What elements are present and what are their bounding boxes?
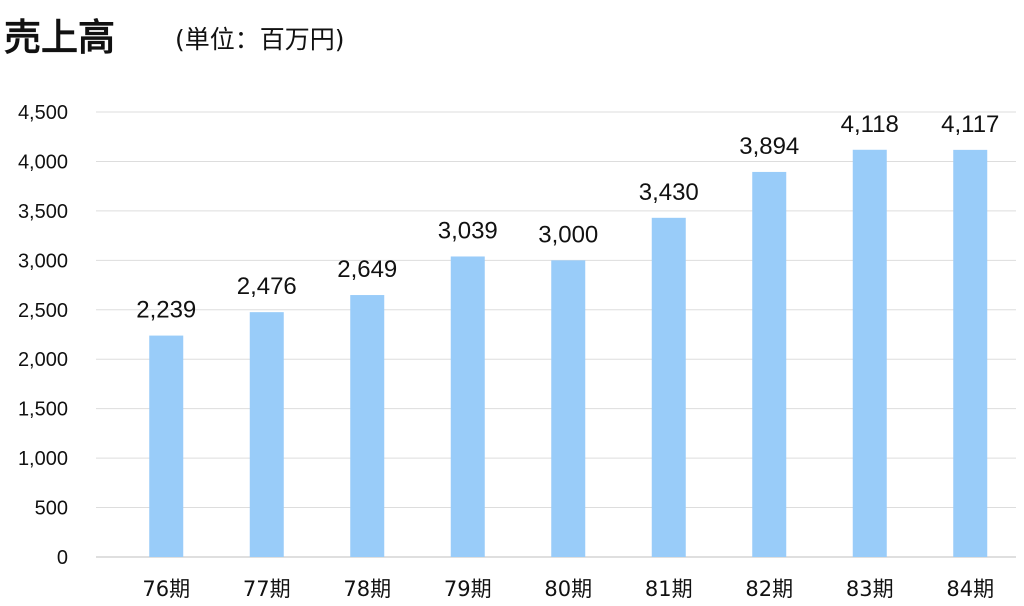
y-tick-label: 1,500: [18, 399, 68, 421]
y-tick-label: 1,000: [18, 448, 68, 470]
y-tick-label: 4,500: [18, 102, 68, 124]
bar: [249, 312, 284, 557]
bars: [149, 149, 988, 558]
y-axis-ticks: 0 500 1,000 1,500 2,000 2,500 3,000 3,500 4,000 4…: [18, 102, 68, 569]
bar: [450, 256, 485, 557]
data-label: 3,430: [639, 179, 699, 206]
y-tick-label: 500: [35, 498, 68, 520]
bar: [350, 295, 385, 557]
data-labels: 2,239 2,476 2,649 3,039 3,000 3,430 3,894 4,118…: [136, 111, 999, 324]
data-label: 2,649: [337, 256, 397, 283]
x-tick-label: 83期: [846, 577, 894, 601]
data-label: 3,000: [538, 221, 598, 248]
chart-unit-label: (単位：百万円): [175, 25, 345, 54]
x-tick-label: 78期: [343, 577, 391, 601]
x-tick-label: 84期: [946, 577, 994, 601]
x-tick-label: 80期: [544, 577, 592, 601]
data-label: 3,039: [438, 217, 498, 244]
data-label: 4,117: [941, 111, 999, 138]
bar: [149, 335, 184, 557]
y-tick-label: 4,000: [18, 151, 68, 173]
x-tick-label: 76期: [142, 577, 190, 601]
data-label: 2,239: [136, 297, 196, 324]
y-tick-label: 2,000: [18, 349, 68, 371]
x-tick-label: 81期: [645, 577, 693, 601]
data-label: 4,118: [841, 111, 899, 138]
x-tick-label: 79期: [444, 577, 492, 601]
chart-title: 売上高: [4, 16, 115, 59]
y-tick-label: 2,500: [18, 300, 68, 322]
bar: [852, 149, 887, 557]
y-tick-label: 3,500: [18, 201, 68, 223]
data-label: 3,894: [739, 133, 799, 160]
x-tick-label: 77期: [243, 577, 291, 601]
bar: [651, 217, 686, 558]
data-label: 2,476: [237, 273, 297, 300]
y-tick-label: 0: [57, 547, 68, 569]
bar: [752, 171, 787, 557]
x-axis-ticks: 76期 77期 78期 79期 80期 81期 82期 83期 84期: [142, 577, 994, 601]
y-tick-label: 3,000: [18, 250, 68, 272]
bar: [953, 149, 988, 557]
bar: [551, 260, 586, 557]
x-tick-label: 82期: [745, 577, 793, 601]
